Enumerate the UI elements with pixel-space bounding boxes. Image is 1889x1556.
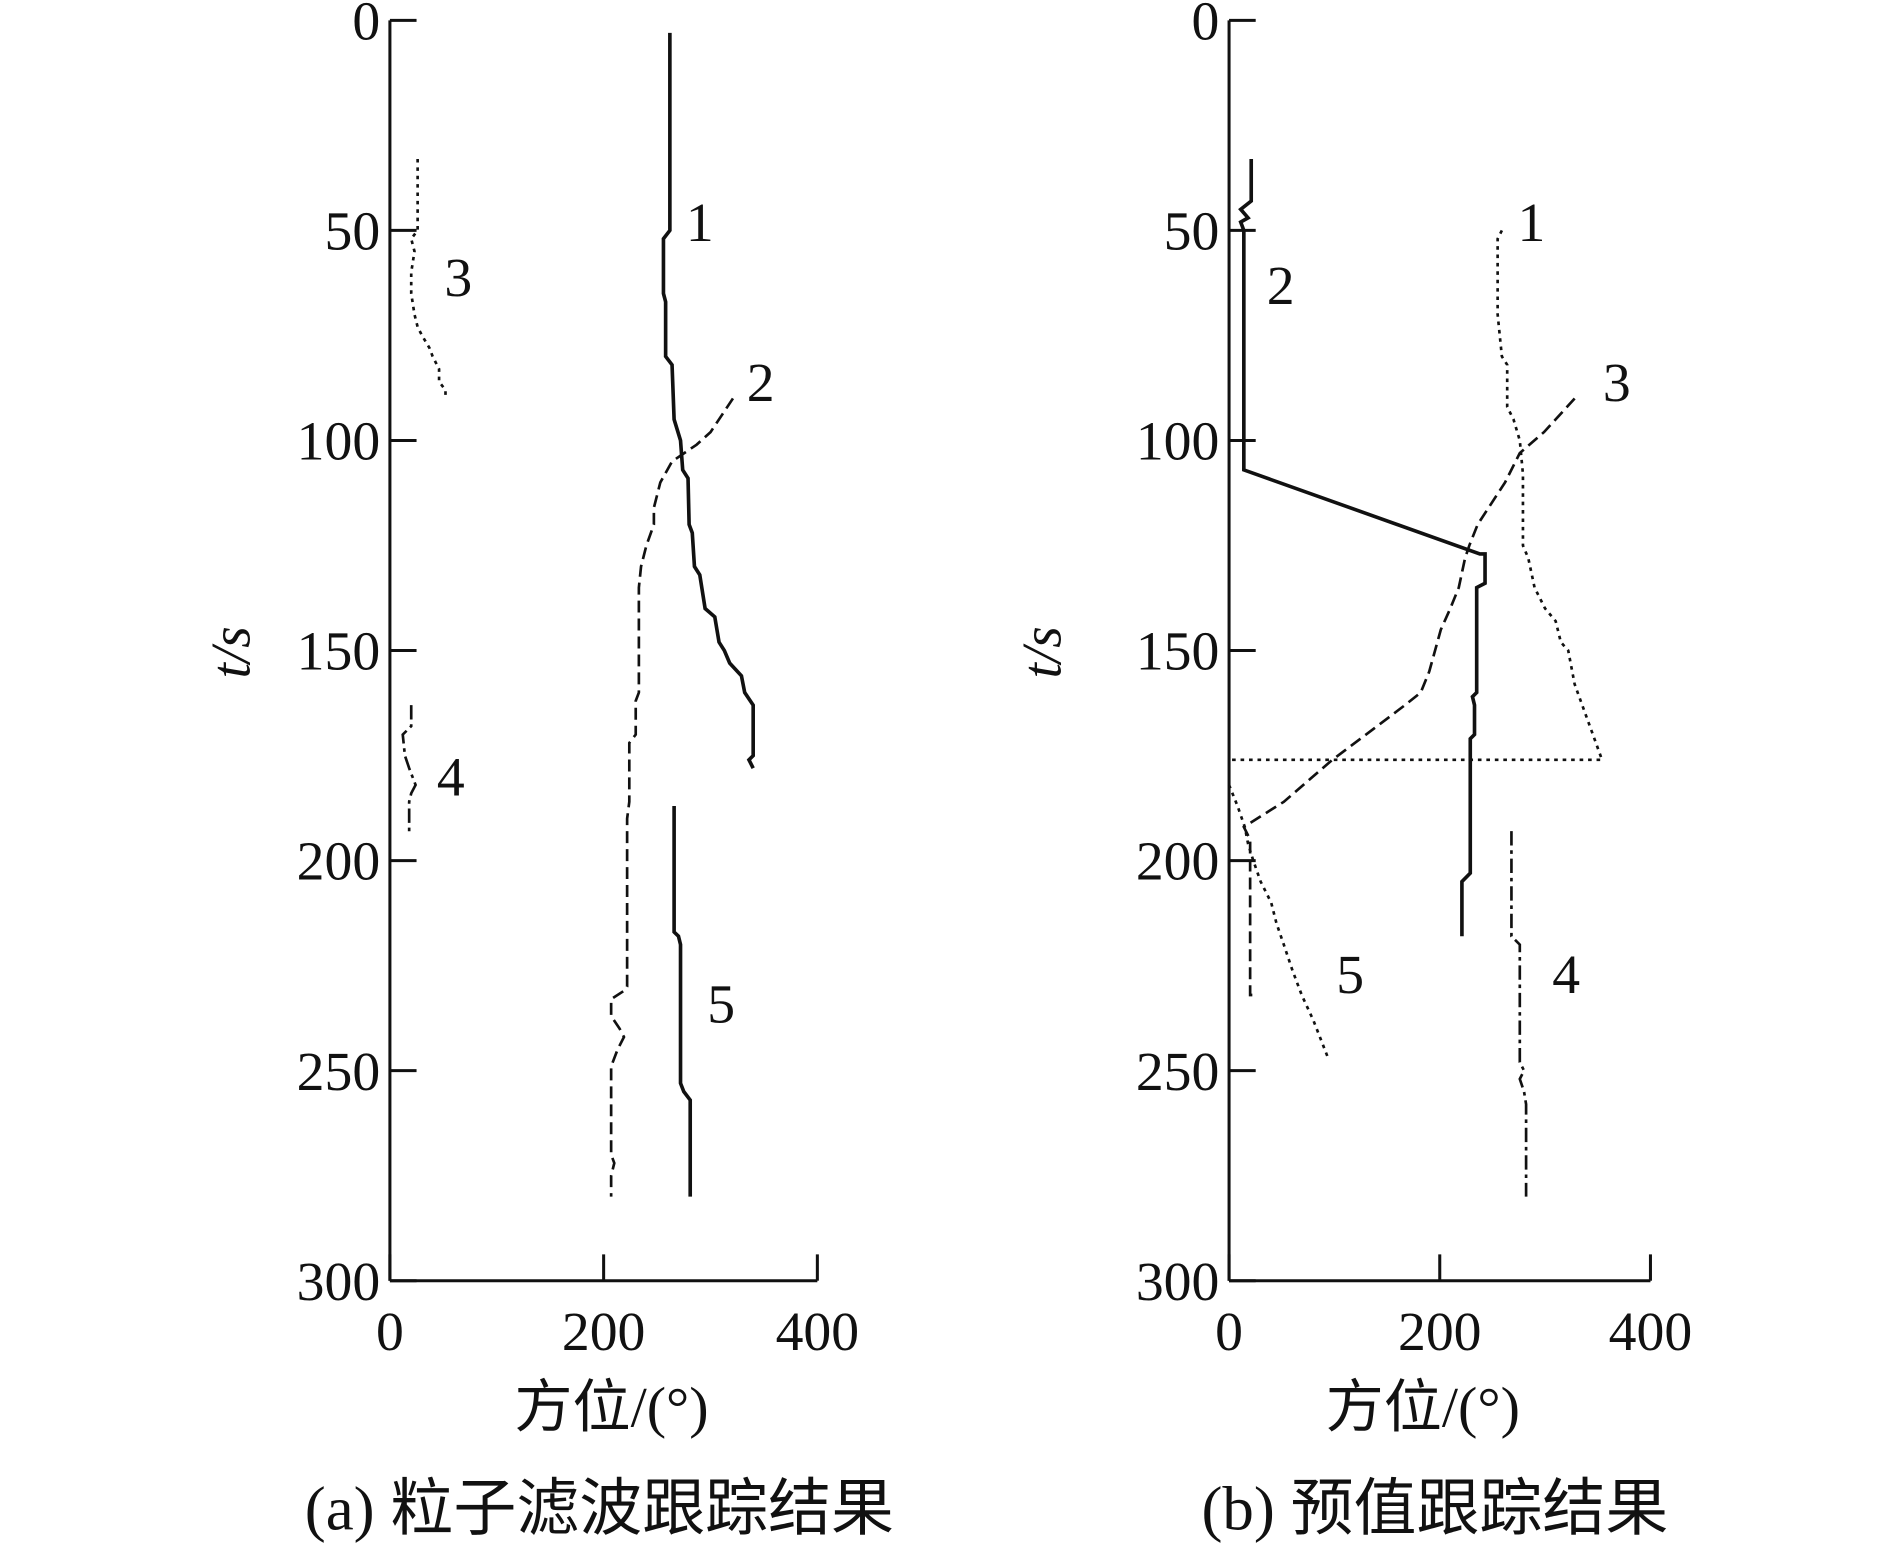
x-tick-label: 0 — [376, 1301, 404, 1362]
series-label-5: 5 — [707, 974, 735, 1035]
series-label-1: 1 — [1517, 192, 1545, 253]
panel-b-ylabel: t/s — [1011, 626, 1072, 678]
panel-b-xlabel: 方位/(°) — [1326, 1377, 1520, 1440]
series-line-5 — [1227, 784, 1330, 1059]
y-tick-label: 200 — [1136, 831, 1220, 892]
panel-b: (b) 预值跟踪结果 方位/(°) t/s 050100150200250300… — [1011, 0, 1692, 1544]
series-line-1 — [1229, 229, 1604, 762]
series-line-3 — [409, 158, 447, 399]
y-tick-label: 300 — [297, 1251, 381, 1312]
y-tick-label: 100 — [1136, 411, 1220, 472]
series-line-3 — [1242, 397, 1576, 997]
y-tick-label: 300 — [1136, 1251, 1220, 1312]
panel-a: (a) 粒子滤波跟踪结果 方位/(°) t/s 0501001502002503… — [200, 0, 894, 1544]
series-line-5 — [672, 806, 693, 1197]
series-label-4: 4 — [1552, 944, 1580, 1005]
panel-a-ylabel: t/s — [200, 626, 261, 678]
y-tick-label: 150 — [1136, 621, 1220, 682]
y-tick-label: 0 — [352, 0, 380, 51]
x-tick-label: 400 — [1609, 1301, 1693, 1362]
series-label-3: 3 — [1603, 352, 1631, 413]
y-tick-label: 50 — [1164, 201, 1220, 262]
series-line-4 — [401, 705, 418, 836]
series-label-3: 3 — [444, 247, 472, 308]
y-tick-label: 150 — [297, 621, 381, 682]
y-tick-label: 50 — [325, 201, 381, 262]
series-label-5: 5 — [1336, 944, 1364, 1005]
panel-a-caption: (a) 粒子滤波跟踪结果 — [305, 1474, 894, 1544]
x-tick-label: 200 — [1398, 1301, 1482, 1362]
y-tick-label: 200 — [297, 831, 381, 892]
series-label-2: 2 — [747, 352, 775, 413]
series-label-2: 2 — [1267, 255, 1295, 316]
y-tick-label: 100 — [297, 411, 381, 472]
series-line-4 — [1510, 831, 1528, 1197]
series-label-4: 4 — [437, 747, 465, 808]
panel-b-caption: (b) 预值跟踪结果 — [1201, 1474, 1668, 1544]
x-tick-label: 0 — [1215, 1301, 1243, 1362]
series-line-2 — [1238, 158, 1487, 937]
y-tick-label: 0 — [1192, 0, 1220, 51]
series-line-1 — [661, 32, 755, 769]
x-tick-label: 200 — [562, 1301, 646, 1362]
panel-a-xlabel: 方位/(°) — [514, 1377, 708, 1440]
x-tick-label: 400 — [776, 1301, 860, 1362]
y-tick-label: 250 — [1136, 1041, 1220, 1102]
series-label-1: 1 — [686, 192, 714, 253]
series-line-2 — [609, 397, 735, 1197]
y-tick-label: 250 — [297, 1041, 381, 1102]
